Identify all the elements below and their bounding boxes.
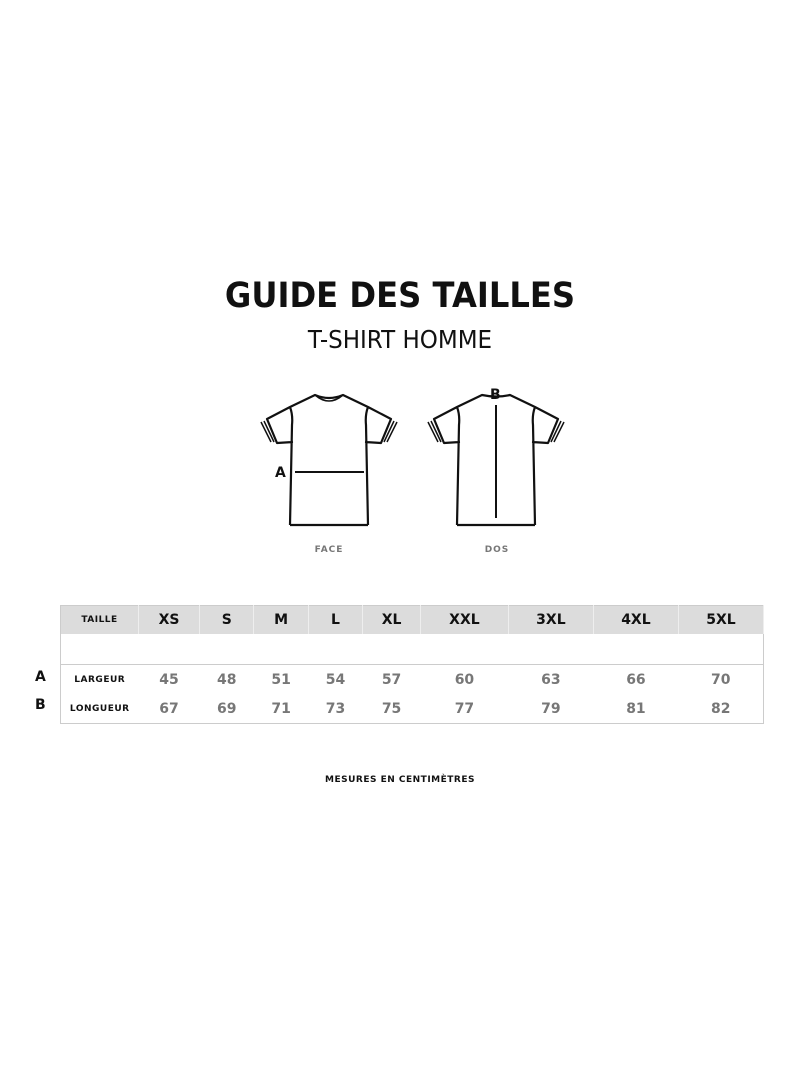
value-cell: 54 (325, 671, 346, 688)
value-cell: 70 (710, 671, 731, 688)
value-cell: 63 (541, 671, 561, 688)
size-cell: 5XL (678, 605, 765, 634)
value-cell: 66 (626, 671, 646, 688)
size-table: TAILLE XS S M L XL XXL 3XL 4XL 5XL LARGE… (60, 605, 765, 724)
size-cell: XXL (420, 605, 509, 634)
value-cell: 60 (454, 671, 475, 688)
page-title: GUIDE DES TAILLES (224, 276, 576, 316)
size-cell: 3XL (508, 605, 594, 634)
value-cell: 79 (541, 700, 561, 717)
value-cell: 48 (217, 671, 237, 688)
tshirt-front-diagram: A (260, 393, 398, 527)
value-cell: 77 (454, 700, 475, 717)
front-caption: FACE (314, 545, 344, 555)
value-cell: 81 (626, 700, 646, 717)
tshirt-back-diagram: B (427, 387, 565, 527)
row-label: LONGUEUR (69, 703, 130, 714)
marker-b: B (490, 387, 501, 403)
size-cell: 4XL (593, 605, 679, 634)
table-row-largeur: LARGEUR 45 48 51 54 57 60 63 66 70 (61, 665, 764, 695)
row-label: LARGEUR (74, 674, 126, 685)
size-cell: L (308, 605, 364, 634)
value-cell: 71 (271, 700, 291, 717)
size-header-row: TAILLE XS S M L XL XXL 3XL 4XL 5XL (60, 605, 765, 634)
value-cell: 82 (710, 700, 731, 717)
spacer-row (60, 634, 764, 665)
size-cell: XL (362, 605, 421, 634)
size-cell: S (199, 605, 255, 634)
table-row-longueur: LONGUEUR 67 69 71 73 75 77 79 81 82 (61, 695, 764, 724)
value-cell: 57 (381, 671, 402, 688)
value-cell: 45 (159, 671, 179, 688)
size-cell: M (253, 605, 309, 634)
value-cell: 75 (381, 700, 402, 717)
footnote: MESURES EN CENTIMÈTRES (325, 775, 475, 785)
header-label: TAILLE (60, 605, 139, 634)
value-cell: 73 (325, 700, 346, 717)
row-letter-a: A (35, 669, 46, 685)
back-caption: DOS (484, 545, 510, 555)
value-cell: 69 (217, 700, 237, 717)
marker-a: A (275, 465, 286, 481)
page-subtitle: T-SHIRT HOMME (307, 325, 493, 354)
value-cell: 67 (159, 700, 179, 717)
row-letter-b: B (35, 697, 46, 713)
size-cell: XS (138, 605, 201, 634)
value-cell: 51 (271, 671, 291, 688)
